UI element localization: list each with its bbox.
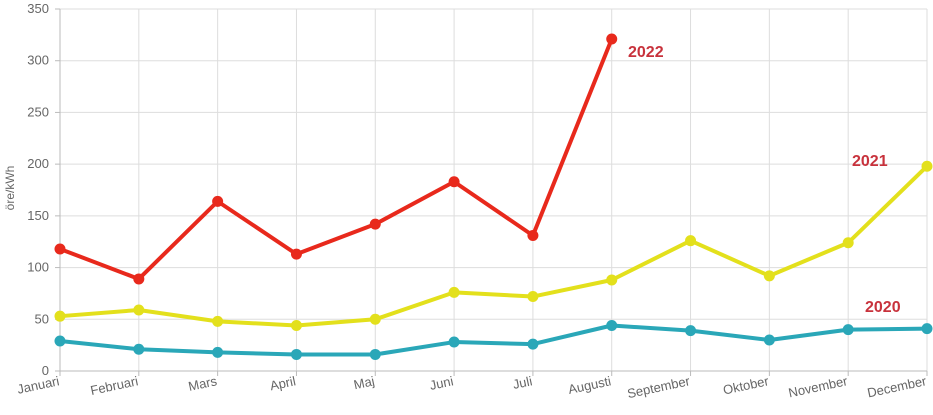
series-2022 bbox=[54, 33, 618, 285]
data-point bbox=[133, 343, 145, 355]
data-point bbox=[54, 310, 66, 322]
series-2021 bbox=[54, 160, 933, 331]
y-tick-label: 300 bbox=[27, 53, 49, 68]
y-tick-label: 350 bbox=[27, 1, 49, 16]
y-tick-label: 50 bbox=[35, 311, 49, 326]
series-line-2022 bbox=[58, 36, 614, 281]
data-point bbox=[606, 274, 618, 286]
y-tick-label: 150 bbox=[27, 208, 49, 223]
data-point bbox=[290, 348, 302, 360]
data-point bbox=[842, 237, 854, 249]
data-point bbox=[448, 336, 460, 348]
data-point bbox=[212, 195, 224, 207]
data-point bbox=[54, 243, 66, 255]
x-tick-label: Februari bbox=[89, 373, 140, 398]
data-point bbox=[133, 304, 145, 316]
y-tick-label: 200 bbox=[27, 156, 49, 171]
data-point bbox=[369, 218, 381, 230]
x-tick-label: November bbox=[787, 373, 849, 400]
data-point bbox=[527, 291, 539, 303]
data-point bbox=[212, 346, 224, 358]
x-tick-label: Mars bbox=[187, 373, 219, 394]
series-line-2020 bbox=[58, 323, 929, 357]
series-label-2022: 2022 bbox=[628, 44, 664, 61]
data-point bbox=[448, 286, 460, 298]
y-tick-labels: 0 50 100 150 200 250 300 350 bbox=[27, 1, 49, 378]
y-tick-label: 0 bbox=[42, 363, 49, 378]
x-tick-label: Juli bbox=[511, 373, 533, 392]
data-point bbox=[369, 313, 381, 325]
series-label-2021: 2021 bbox=[852, 153, 888, 170]
x-tick-label: September bbox=[626, 373, 692, 401]
data-point bbox=[212, 315, 224, 327]
y-tick-label: 250 bbox=[27, 104, 49, 119]
series-label-2020: 2020 bbox=[865, 299, 901, 316]
data-point bbox=[921, 323, 933, 335]
data-point bbox=[527, 230, 539, 242]
data-point bbox=[763, 334, 775, 346]
series bbox=[54, 33, 933, 360]
data-point bbox=[763, 270, 775, 282]
x-tick-labels: Januari Februari Mars April Maj Juni Juli Augus… bbox=[16, 373, 928, 401]
axes bbox=[55, 8, 928, 376]
data-point bbox=[290, 319, 302, 331]
series-labels: 2020 2021 2022 bbox=[628, 44, 901, 316]
x-tick-label: April bbox=[269, 373, 298, 393]
data-point bbox=[290, 248, 302, 260]
data-point bbox=[606, 319, 618, 331]
grid bbox=[59, 8, 928, 372]
x-tick-label: Augusti bbox=[567, 373, 613, 397]
y-axis-label: öre/kWh bbox=[3, 166, 17, 211]
data-point bbox=[54, 335, 66, 347]
data-point bbox=[842, 324, 854, 336]
data-point bbox=[133, 273, 145, 285]
x-tick-label: December bbox=[866, 373, 928, 400]
data-point bbox=[685, 235, 697, 247]
data-point bbox=[369, 348, 381, 360]
data-point bbox=[606, 33, 618, 45]
y-tick-label: 100 bbox=[27, 260, 49, 275]
data-point bbox=[921, 160, 933, 172]
data-point bbox=[527, 338, 539, 350]
series-2020 bbox=[54, 319, 933, 360]
x-tick-label: Oktober bbox=[722, 373, 771, 397]
data-point bbox=[685, 325, 697, 337]
x-tick-label: Juni bbox=[428, 373, 455, 393]
data-point bbox=[448, 176, 460, 188]
series-line-2021 bbox=[58, 164, 929, 328]
x-tick-label: Januari bbox=[16, 373, 61, 397]
x-tick-label: Maj bbox=[352, 373, 376, 392]
